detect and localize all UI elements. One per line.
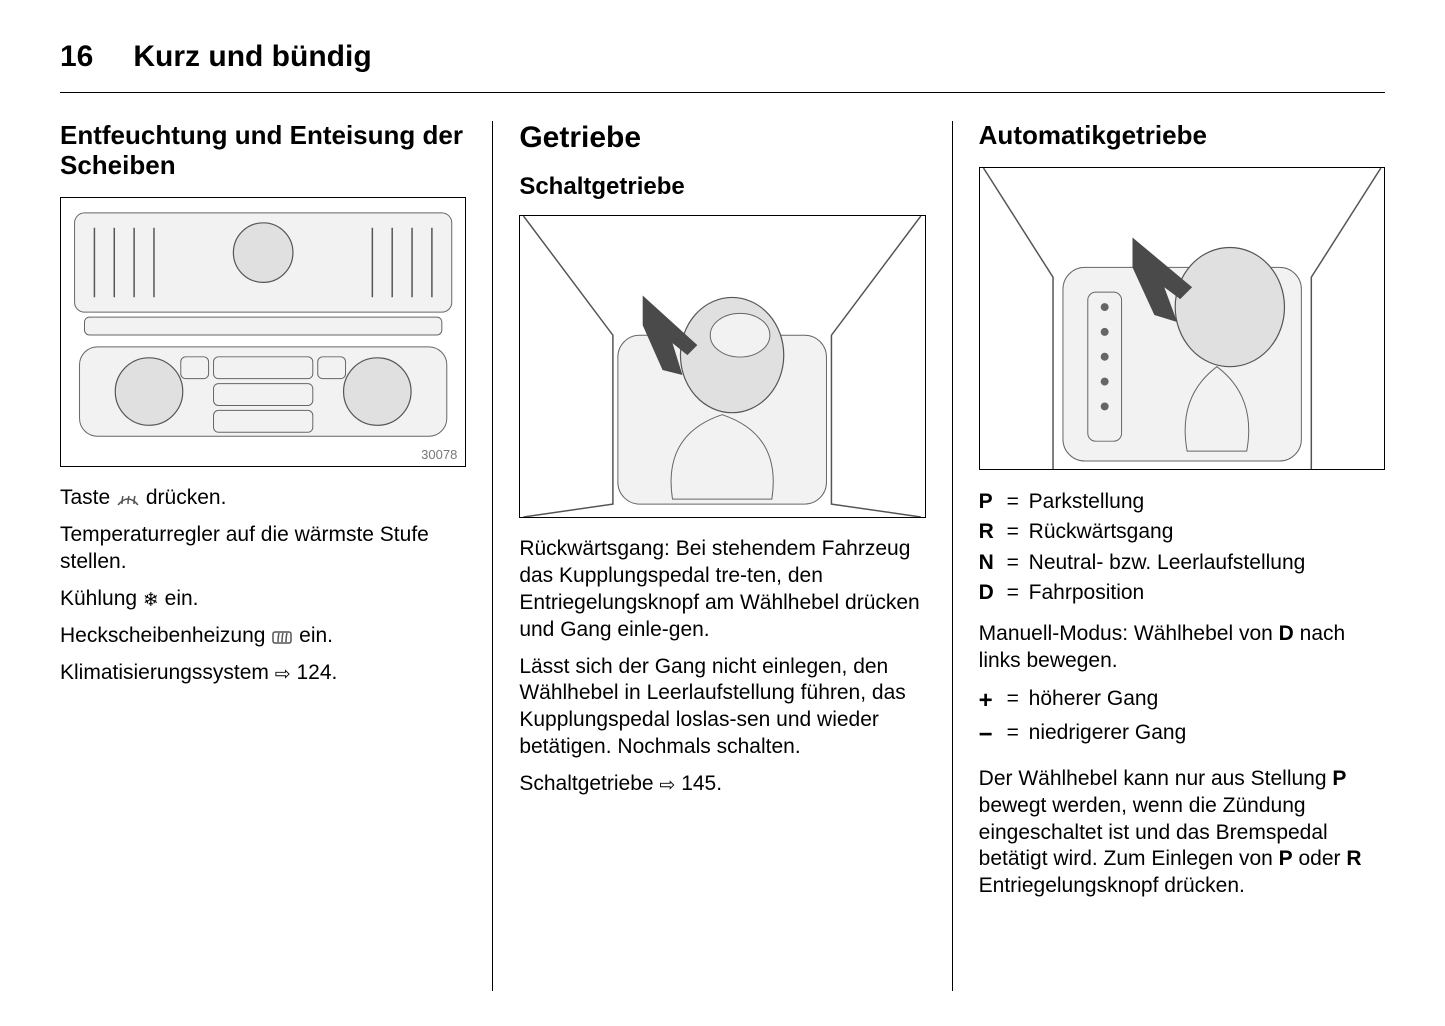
value: höherer Gang bbox=[1029, 685, 1193, 719]
text: Kühlung bbox=[60, 587, 143, 610]
minus-icon: − bbox=[979, 719, 1007, 753]
position-table-primary: P=Parkstellung R=Rückwärtsgang N=Neutral… bbox=[979, 488, 1312, 609]
col2-p1: Rückwärtsgang: Bei stehendem Fahrzeug da… bbox=[519, 536, 925, 644]
figure-climate-panel: 30078 bbox=[60, 197, 466, 467]
figure-number: 30078 bbox=[421, 447, 457, 462]
manual-page: 16 Kurz und bündig Entfeuchtung und Ente… bbox=[0, 0, 1445, 1026]
chapter-title: Kurz und bündig bbox=[133, 40, 371, 74]
value: Fahrposition bbox=[1029, 579, 1312, 609]
text: . bbox=[716, 772, 722, 795]
text: oder bbox=[1293, 847, 1347, 870]
text: ein. bbox=[159, 587, 199, 610]
defrost-front-icon bbox=[116, 489, 140, 510]
selector-letter: P bbox=[1279, 847, 1293, 870]
value: niedrigerer Gang bbox=[1029, 719, 1193, 753]
page-number: 16 bbox=[60, 40, 93, 74]
equals: = bbox=[1007, 518, 1029, 548]
table-row: +=höherer Gang bbox=[979, 685, 1193, 719]
selector-letter: R bbox=[1346, 847, 1361, 870]
page-ref: 124 bbox=[297, 661, 332, 684]
equals: = bbox=[1007, 488, 1029, 518]
selector-letter: D bbox=[1279, 622, 1294, 645]
column-1: Entfeuchtung und Enteisung der Scheiben bbox=[60, 121, 492, 991]
text: Klimatisierungssystem bbox=[60, 661, 275, 684]
equals: = bbox=[1007, 549, 1029, 579]
table-row: D=Fahrposition bbox=[979, 579, 1312, 609]
ref-arrow-icon: ⇨ bbox=[659, 775, 675, 796]
text: Schaltgetriebe bbox=[519, 772, 659, 795]
selector-letter: P bbox=[1332, 767, 1346, 790]
key: P bbox=[979, 488, 1007, 518]
text: . bbox=[332, 661, 338, 684]
col1-title: Entfeuchtung und Enteisung der Scheiben bbox=[60, 121, 466, 181]
value: Parkstellung bbox=[1029, 488, 1312, 518]
table-row: R=Rückwärtsgang bbox=[979, 518, 1312, 548]
page-header: 16 Kurz und bündig bbox=[60, 40, 1385, 93]
col3-title: Automatikgetriebe bbox=[979, 121, 1385, 151]
text: Manuell-Modus: Wählhebel von bbox=[979, 622, 1279, 645]
snowflake-icon: ❄ bbox=[143, 590, 159, 611]
equals: = bbox=[1007, 719, 1029, 753]
column-3: Automatikgetriebe P bbox=[952, 121, 1385, 991]
key: N bbox=[979, 549, 1007, 579]
table-row: P=Parkstellung bbox=[979, 488, 1312, 518]
page-ref: 145 bbox=[681, 772, 716, 795]
text: Entriegelungsknopf drücken. bbox=[979, 874, 1245, 897]
equals: = bbox=[1007, 579, 1029, 609]
col2-sub-title: Schaltgetriebe bbox=[519, 173, 925, 201]
text: drücken. bbox=[140, 486, 226, 509]
plus-icon: + bbox=[979, 685, 1007, 719]
text: Heckscheibenheizung bbox=[60, 624, 271, 647]
defrost-rear-icon bbox=[271, 627, 293, 648]
col1-p1: Taste drücken. bbox=[60, 485, 466, 512]
col1-p4: Heckscheibenheizung ein. bbox=[60, 623, 466, 650]
col1-p2: Temperaturregler auf die wärmste Stufe s… bbox=[60, 522, 466, 576]
col3-final: Der Wählhebel kann nur aus Stellung P be… bbox=[979, 766, 1385, 900]
col1-p5: Klimatisierungssystem ⇨ 124. bbox=[60, 660, 466, 687]
text: bewegt werden, wenn die Zündung eingesch… bbox=[979, 794, 1328, 871]
col1-p3: Kühlung ❄ ein. bbox=[60, 586, 466, 613]
ref-arrow-icon: ⇨ bbox=[275, 664, 291, 685]
table-row: −=niedrigerer Gang bbox=[979, 719, 1193, 753]
col2-major-title: Getriebe bbox=[519, 121, 925, 155]
table-row: N=Neutral- bzw. Leerlaufstellung bbox=[979, 549, 1312, 579]
key: D bbox=[979, 579, 1007, 609]
text: Der Wählhebel kann nur aus Stellung bbox=[979, 767, 1333, 790]
column-2: Getriebe Schaltgetriebe Rückwärtsgang: B… bbox=[492, 121, 951, 991]
figure-manual-gearbox bbox=[519, 215, 925, 518]
value: Neutral- bzw. Leerlaufstellung bbox=[1029, 549, 1312, 579]
text: Taste bbox=[60, 486, 116, 509]
col2-p2: Lässt sich der Gang nicht einlegen, den … bbox=[519, 654, 925, 762]
content-columns: Entfeuchtung und Enteisung der Scheiben bbox=[60, 121, 1385, 991]
equals: = bbox=[1007, 685, 1029, 719]
value: Rückwärtsgang bbox=[1029, 518, 1312, 548]
figure-auto-gearbox bbox=[979, 167, 1385, 470]
position-table-manual: +=höherer Gang −=niedrigerer Gang bbox=[979, 685, 1193, 754]
key: R bbox=[979, 518, 1007, 548]
col2-p3: Schaltgetriebe ⇨ 145. bbox=[519, 771, 925, 798]
col3-manual-mode: Manuell-Modus: Wählhebel von D nach link… bbox=[979, 621, 1385, 675]
text: ein. bbox=[293, 624, 333, 647]
